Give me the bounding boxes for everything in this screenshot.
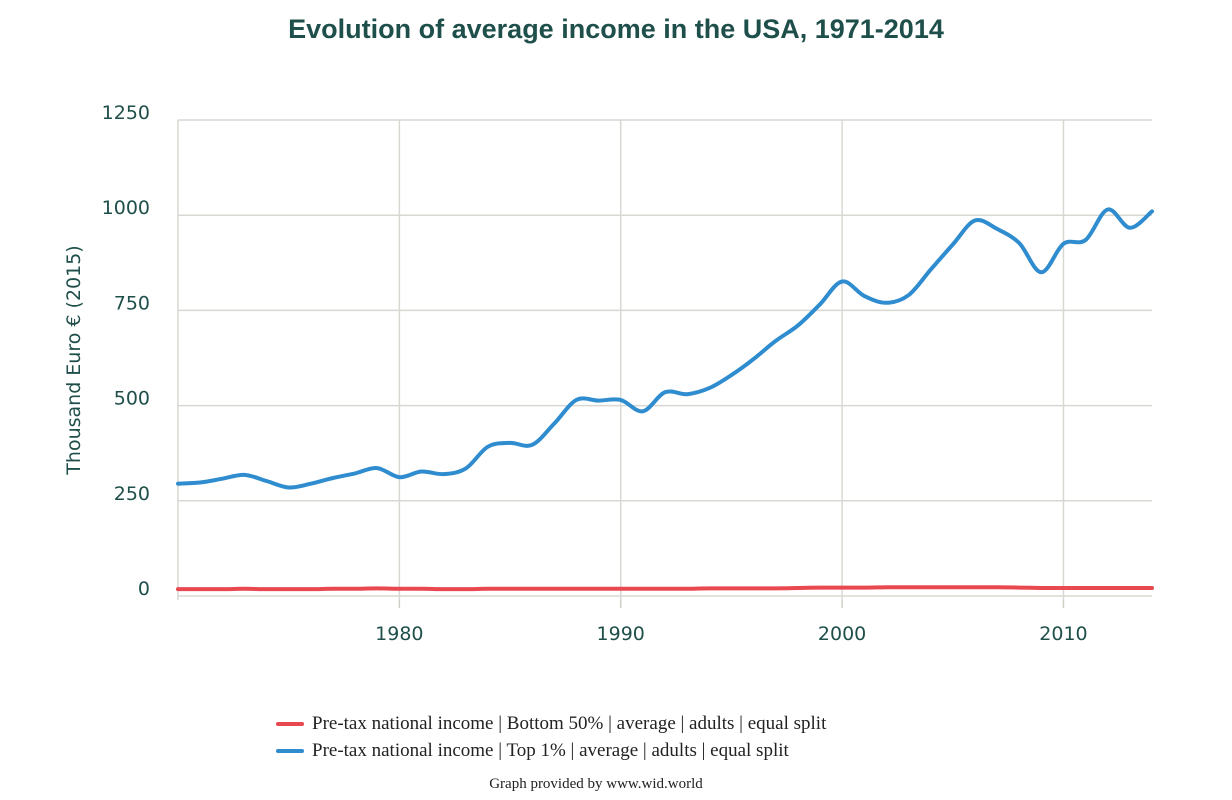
- x-tick-label: 2010: [1039, 623, 1087, 645]
- x-tick-label: 1980: [375, 623, 423, 645]
- legend-label-top-1: Pre-tax national income | Top 1% | avera…: [312, 739, 789, 761]
- y-axis-label: Thousand Euro € (2015): [63, 245, 85, 475]
- x-tick-labels: 1980 1990 2000 2010: [375, 623, 1087, 645]
- y-tick-label: 500: [114, 388, 150, 410]
- chart-title: Evolution of average income in the USA, …: [288, 14, 944, 44]
- grid-lines: [177, 119, 1152, 608]
- y-tick-labels: 0 250 500 750 1000 1250: [102, 102, 150, 600]
- y-tick-label: 250: [114, 483, 150, 505]
- x-tick-label: 1990: [597, 623, 645, 645]
- series-line-bottom-50[interactable]: [176, 585, 1154, 592]
- y-tick-label: 1000: [102, 197, 150, 219]
- credit-text: Graph provided by www.wid.world: [489, 776, 703, 792]
- legend-label-bottom-50: Pre-tax national income | Bottom 50% | a…: [312, 712, 827, 734]
- legend-swatch-top-1: [276, 748, 304, 753]
- series-line-top-1[interactable]: [176, 207, 1154, 490]
- series-lines: [176, 207, 1154, 592]
- x-tick-label: 2000: [818, 623, 866, 645]
- legend: Pre-tax national income | Bottom 50% | a…: [276, 710, 826, 764]
- y-tick-label: 750: [114, 292, 150, 314]
- y-tick-label: 0: [138, 578, 150, 600]
- legend-item-top-1[interactable]: Pre-tax national income | Top 1% | avera…: [276, 737, 826, 764]
- y-tick-label: 1250: [102, 102, 150, 124]
- legend-item-bottom-50[interactable]: Pre-tax national income | Bottom 50% | a…: [276, 710, 826, 737]
- legend-swatch-bottom-50: [276, 721, 304, 726]
